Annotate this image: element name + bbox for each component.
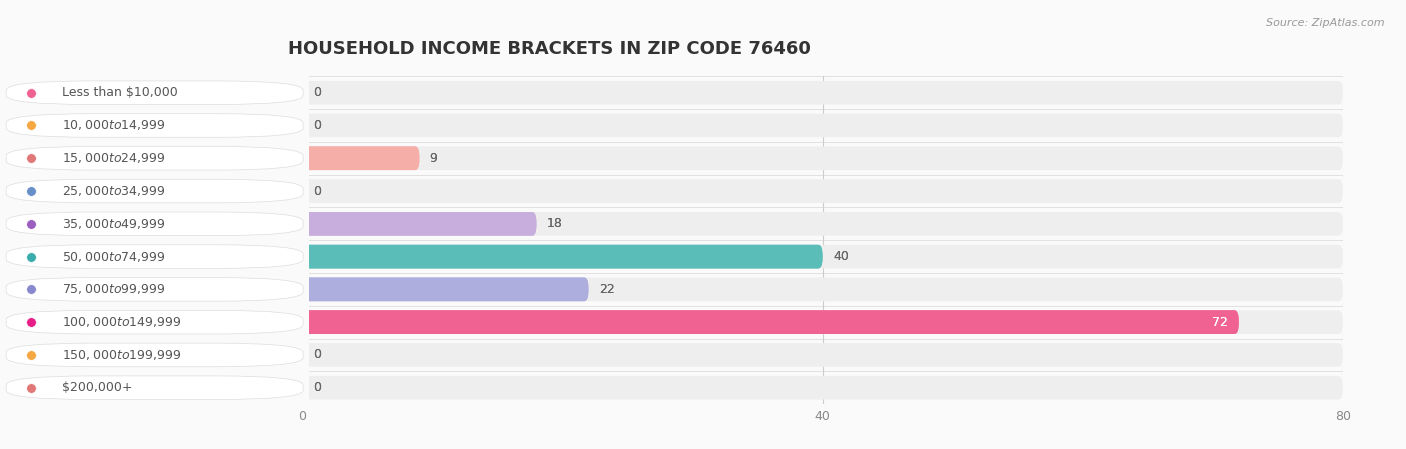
FancyBboxPatch shape <box>302 310 1239 334</box>
Text: 40: 40 <box>832 250 849 263</box>
Text: $150,000 to $199,999: $150,000 to $199,999 <box>62 348 181 362</box>
Text: 72: 72 <box>1212 316 1229 329</box>
FancyBboxPatch shape <box>302 146 419 170</box>
FancyBboxPatch shape <box>6 376 304 400</box>
FancyBboxPatch shape <box>6 146 304 170</box>
Text: 22: 22 <box>599 283 614 296</box>
Text: 18: 18 <box>547 217 562 230</box>
FancyBboxPatch shape <box>302 310 1343 334</box>
Text: $25,000 to $34,999: $25,000 to $34,999 <box>62 184 166 198</box>
Text: 18: 18 <box>547 217 562 230</box>
Text: 0: 0 <box>312 86 321 99</box>
Text: 0: 0 <box>312 185 321 198</box>
Text: 0: 0 <box>312 119 321 132</box>
FancyBboxPatch shape <box>302 212 1343 236</box>
FancyBboxPatch shape <box>302 212 537 236</box>
Text: $50,000 to $74,999: $50,000 to $74,999 <box>62 250 166 264</box>
FancyBboxPatch shape <box>302 376 1343 400</box>
FancyBboxPatch shape <box>6 310 304 334</box>
FancyBboxPatch shape <box>302 343 1343 367</box>
FancyBboxPatch shape <box>302 245 823 269</box>
FancyBboxPatch shape <box>6 114 304 137</box>
Text: 0: 0 <box>312 185 321 198</box>
Text: $35,000 to $49,999: $35,000 to $49,999 <box>62 217 166 231</box>
FancyBboxPatch shape <box>302 277 589 301</box>
FancyBboxPatch shape <box>302 310 1239 334</box>
Text: 0: 0 <box>312 348 321 361</box>
Text: 40: 40 <box>832 250 849 263</box>
Text: 72: 72 <box>1212 316 1229 329</box>
FancyBboxPatch shape <box>6 179 304 203</box>
Text: $200,000+: $200,000+ <box>62 381 132 394</box>
Text: $100,000 to $149,999: $100,000 to $149,999 <box>62 315 181 329</box>
FancyBboxPatch shape <box>302 81 1343 105</box>
FancyBboxPatch shape <box>6 245 304 269</box>
FancyBboxPatch shape <box>6 277 304 301</box>
Text: $15,000 to $24,999: $15,000 to $24,999 <box>62 151 166 165</box>
FancyBboxPatch shape <box>6 81 304 105</box>
Text: $10,000 to $14,999: $10,000 to $14,999 <box>62 119 166 132</box>
FancyBboxPatch shape <box>302 277 589 301</box>
FancyBboxPatch shape <box>6 343 304 367</box>
Text: Source: ZipAtlas.com: Source: ZipAtlas.com <box>1267 18 1385 28</box>
Text: 22: 22 <box>599 283 614 296</box>
Text: 9: 9 <box>430 152 437 165</box>
Text: 9: 9 <box>430 152 437 165</box>
FancyBboxPatch shape <box>302 245 1343 269</box>
FancyBboxPatch shape <box>302 212 537 236</box>
FancyBboxPatch shape <box>302 277 1343 301</box>
Text: 0: 0 <box>312 348 321 361</box>
Text: 0: 0 <box>312 119 321 132</box>
FancyBboxPatch shape <box>302 114 1343 137</box>
FancyBboxPatch shape <box>302 146 419 170</box>
Text: $75,000 to $99,999: $75,000 to $99,999 <box>62 282 166 296</box>
Text: Less than $10,000: Less than $10,000 <box>62 86 177 99</box>
FancyBboxPatch shape <box>302 179 1343 203</box>
Text: 0: 0 <box>312 381 321 394</box>
Text: HOUSEHOLD INCOME BRACKETS IN ZIP CODE 76460: HOUSEHOLD INCOME BRACKETS IN ZIP CODE 76… <box>288 40 811 58</box>
Text: 0: 0 <box>312 86 321 99</box>
FancyBboxPatch shape <box>302 245 823 269</box>
FancyBboxPatch shape <box>302 146 1343 170</box>
Text: 0: 0 <box>312 381 321 394</box>
FancyBboxPatch shape <box>6 212 304 236</box>
